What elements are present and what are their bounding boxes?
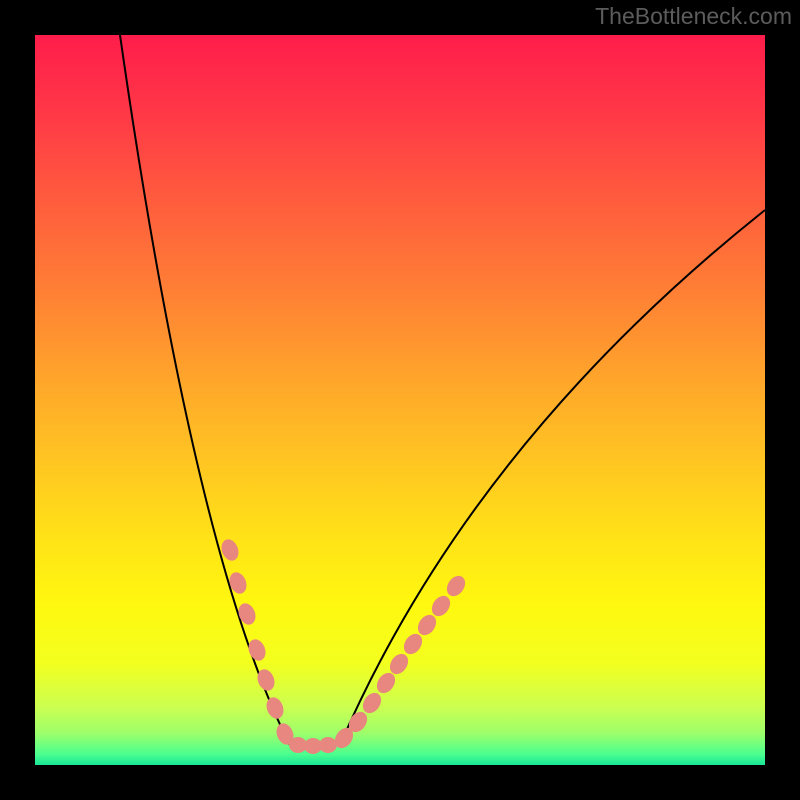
chart-svg [0, 0, 800, 800]
curve-dot [319, 737, 337, 753]
watermark-text: TheBottleneck.com [595, 3, 792, 30]
chart-stage: TheBottleneck.com [0, 0, 800, 800]
